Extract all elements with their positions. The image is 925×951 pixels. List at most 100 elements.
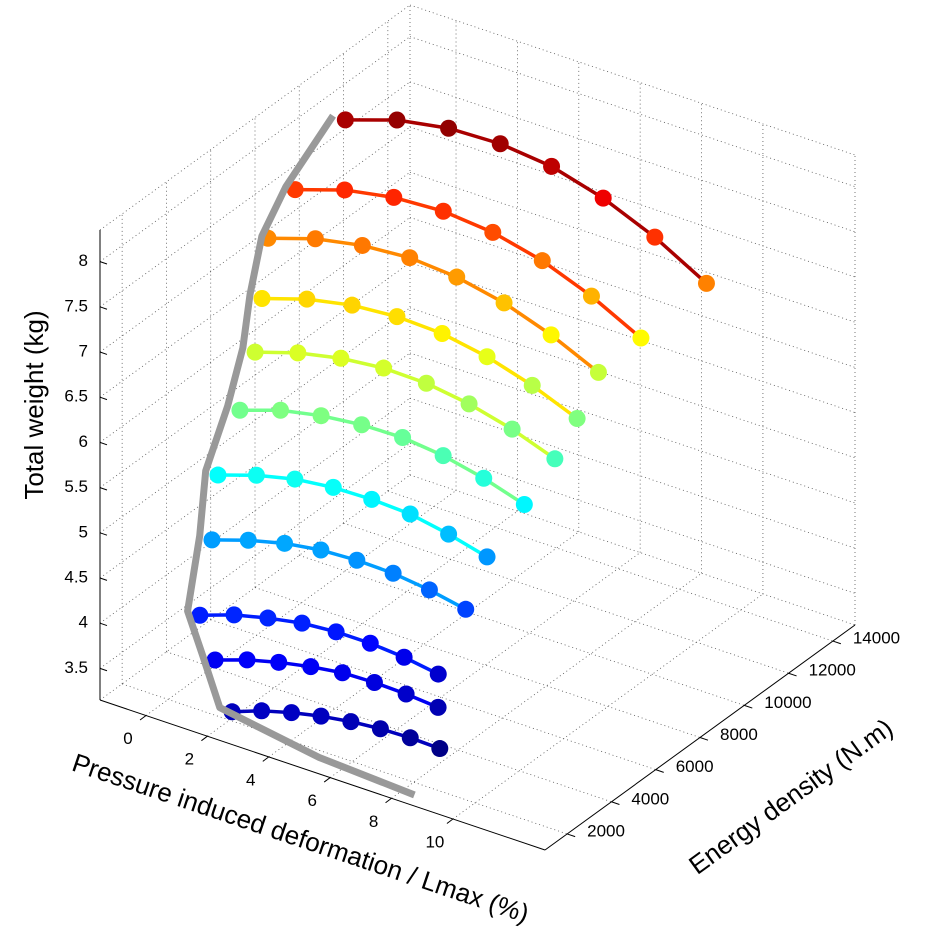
data-point [343, 296, 361, 314]
x-tick-label: 0 [123, 729, 132, 748]
tick-mark [566, 833, 576, 838]
data-point [246, 343, 264, 361]
grid-line [409, 442, 856, 594]
box-edge [409, 4, 856, 156]
data-point [397, 685, 415, 703]
data-point [209, 466, 227, 484]
z-tick-label: 3.5 [64, 658, 88, 677]
data-point [448, 268, 466, 286]
data-point [542, 326, 560, 344]
data-point [431, 740, 449, 758]
z-axis-title: Total weight (kg) [19, 310, 49, 499]
fit-line [343, 118, 709, 286]
data-point [388, 308, 406, 326]
data-point [440, 525, 458, 543]
x-tick-label: 8 [369, 812, 378, 831]
tick-mark [99, 577, 108, 581]
data-point [298, 290, 316, 308]
data-point [433, 325, 451, 343]
data-point [348, 551, 366, 569]
data-point [238, 651, 256, 669]
tick-mark [262, 756, 270, 762]
data-point [302, 658, 320, 676]
data-point [306, 230, 324, 248]
axes-layer: 0 2 4 6 8 10 2000 4000 6000 8000 10000 12000 14000 3.… [64, 230, 900, 851]
data-point [420, 581, 438, 599]
tick-mark [446, 818, 454, 824]
tick-mark [699, 737, 709, 741]
data-point [286, 470, 304, 488]
data-point [342, 713, 360, 731]
grid-line [387, 490, 833, 642]
z-tick-label: 6.5 [64, 387, 88, 406]
grid-line [409, 171, 856, 323]
z-tick-label: 7.5 [64, 296, 88, 315]
z-tick-label: 6 [79, 432, 88, 451]
z-tick-label: 5.5 [64, 477, 88, 496]
tick-mark [744, 704, 753, 709]
data-point [457, 600, 475, 618]
z-tick-label: 8 [79, 251, 88, 270]
envelope-curve [184, 113, 416, 799]
data-point [324, 478, 342, 496]
data-point [503, 420, 521, 438]
data-point [478, 548, 496, 566]
fit-line [216, 473, 489, 559]
marks-layer [184, 111, 715, 799]
data-point [312, 541, 330, 559]
data-point [594, 189, 612, 207]
data-point [336, 111, 354, 129]
data-point [293, 614, 311, 632]
data-point [361, 634, 379, 652]
grid-line [99, 36, 411, 262]
y-tick-label: 8000 [720, 725, 758, 744]
data-point [543, 157, 561, 175]
data-point [589, 363, 607, 381]
data-point [495, 294, 513, 312]
data-point [353, 416, 371, 434]
data-point [253, 702, 271, 720]
tick-mark [99, 487, 108, 491]
data-point [371, 720, 389, 738]
data-point [353, 236, 371, 254]
data-point [191, 606, 209, 624]
data-point [394, 429, 412, 447]
grid-line [343, 522, 789, 674]
x-tick-label: 4 [246, 770, 255, 789]
data-point [225, 606, 243, 624]
z-tick-label: 4.5 [64, 567, 88, 586]
data-point [203, 531, 221, 549]
fit-line [238, 408, 527, 507]
tick-mark [99, 351, 108, 355]
data-point [434, 447, 452, 465]
x-tick-label: 6 [307, 791, 316, 810]
y-tick-label: 2000 [587, 821, 625, 840]
z-tick-label: 4 [79, 613, 88, 632]
data-point [395, 648, 413, 666]
data-point [484, 223, 502, 241]
data-point [491, 135, 509, 153]
tick-mark [611, 801, 620, 805]
data-point [239, 531, 257, 549]
data-point [401, 505, 419, 523]
data-point [270, 653, 288, 671]
data-point [440, 119, 458, 137]
y-tick-label: 10000 [764, 693, 811, 712]
data-point [312, 707, 330, 725]
grid-line [166, 651, 612, 803]
tick-mark [99, 396, 108, 401]
data-point [523, 376, 541, 394]
data-point [336, 181, 354, 199]
y-axis-title: Energy density (N.m) [683, 712, 898, 880]
data-point [546, 450, 564, 468]
data-point [429, 665, 447, 683]
grid-layer [99, 4, 856, 835]
data-point [312, 407, 330, 425]
tick-mark [832, 640, 842, 645]
data-point [515, 495, 533, 513]
data-point [478, 348, 496, 366]
data-point [289, 344, 307, 362]
grid-line [409, 126, 856, 278]
